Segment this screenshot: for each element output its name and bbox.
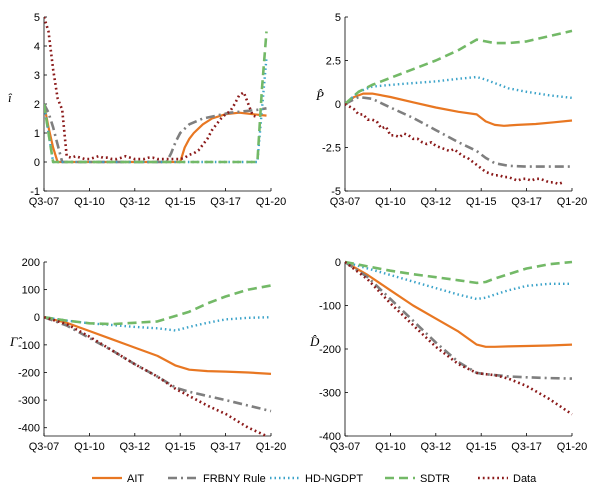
legend-label-ait: AIT — [127, 473, 144, 485]
y-axis-label: î — [8, 90, 13, 105]
x-tick-label: Q3-12 — [421, 196, 452, 208]
x-tick-label: Q3-07 — [330, 196, 361, 208]
y-tick-label: 1 — [34, 128, 40, 140]
x-tick-label: Q1-20 — [256, 441, 287, 453]
series-line-hd-ngdpt — [44, 316, 272, 332]
y-tick-label: -100 — [18, 340, 40, 352]
y-tick-label: -400 — [319, 431, 341, 443]
x-tick-label: Q3-17 — [511, 441, 542, 453]
y-tick-label: -200 — [18, 367, 40, 379]
legend-label-sdtr: SDTR — [420, 473, 450, 485]
y-tick-label: 100 — [22, 285, 40, 297]
y-tick-label: -1 — [30, 186, 40, 198]
x-tick-label: Q3-17 — [511, 196, 542, 208]
x-tick-label: Q1-10 — [74, 196, 105, 208]
x-tick-label: Q1-10 — [375, 441, 406, 453]
x-tick-label: Q3-17 — [210, 441, 241, 453]
y-tick-label: 0 — [335, 99, 341, 111]
series-line-frbny-rule — [44, 315, 272, 413]
y-tick-label: -300 — [18, 395, 40, 407]
legend: AIT FRBNY Rule HD-NGDPT SDTR Data — [92, 473, 537, 485]
chart-panel-2: 5 2.5 0 -2.5 -5Q3-07 Q1-10 Q3-12 Q1-15 Q3-17 Q1-2… — [315, 12, 587, 208]
y-tick-label: -400 — [18, 423, 40, 435]
x-tick-label: Q1-20 — [557, 441, 588, 453]
x-tick-label: Q3-12 — [421, 441, 452, 453]
series-line-frbny-rule — [44, 103, 267, 164]
y-tick-label: 200 — [22, 257, 40, 269]
series-line-ait — [44, 103, 267, 164]
series-line-data — [345, 102, 564, 186]
y-tick-label: 0 — [34, 157, 40, 169]
chart-panel-1: 5 4 3 2 1 0 -1Q3-07 Q1-10 Q3-12 Q1-15 Q3-17 Q1-20 î — [8, 12, 286, 208]
series-line-ait — [44, 316, 272, 375]
y-tick-label: -100 — [319, 301, 341, 313]
x-tick-label: Q3-17 — [210, 196, 241, 208]
x-tick-label: Q3-07 — [29, 441, 60, 453]
y-axis-label: D̂ — [309, 334, 320, 349]
y-tick-label: 2 — [34, 99, 40, 111]
series-line-data — [44, 315, 268, 438]
y-tick-label: -5 — [331, 186, 341, 198]
x-tick-label: Q1-10 — [375, 196, 406, 208]
y-tick-label: 0 — [34, 312, 40, 324]
series-line-sdtr — [44, 31, 268, 164]
legend-label-frbny-rule: FRBNY Rule — [203, 473, 266, 485]
x-tick-label: Q1-15 — [466, 441, 497, 453]
x-tick-label: Q1-15 — [165, 441, 196, 453]
x-tick-label: Q1-10 — [74, 441, 105, 453]
y-tick-label: 5 — [335, 12, 341, 24]
series-line-data — [44, 16, 258, 161]
series-line-data — [345, 260, 573, 416]
y-tick-label: -2.5 — [322, 143, 341, 155]
series-line-sdtr — [345, 29, 573, 105]
series-line-frbny-rule — [345, 95, 572, 168]
y-axis-label: P̂ — [315, 88, 324, 103]
series-line-sdtr — [44, 284, 272, 326]
y-tick-label: 0 — [335, 257, 341, 269]
series-line-sdtr — [345, 260, 573, 285]
chart-panel-3: 200 100 0 -100 -200 -300 -400 Q3-07 Q1-10 Q3-12 Q1… — [9, 257, 286, 453]
x-tick-label: Q3-12 — [120, 196, 151, 208]
x-tick-label: Q1-20 — [256, 196, 287, 208]
series-line-hd-ngdpt — [345, 75, 573, 105]
y-tick-label: 3 — [34, 70, 40, 82]
series-line-hd-ngdpt — [44, 57, 268, 164]
legend-label-data: Data — [513, 473, 537, 485]
y-tick-label: 5 — [34, 12, 40, 24]
y-tick-label: 4 — [34, 41, 40, 53]
x-tick-label: Q1-20 — [557, 196, 588, 208]
y-tick-label: -300 — [319, 388, 341, 400]
series-line-ait — [345, 261, 573, 348]
x-tick-label: Q3-07 — [330, 441, 361, 453]
legend-label-hd-ngdpt: HD-NGDPT — [305, 473, 363, 485]
x-tick-label: Q1-15 — [466, 196, 497, 208]
x-tick-label: Q1-15 — [165, 196, 196, 208]
y-tick-label: -200 — [319, 344, 341, 356]
x-tick-label: Q3-07 — [29, 196, 60, 208]
y-tick-label: 2.5 — [326, 56, 341, 68]
x-tick-label: Q3-12 — [120, 441, 151, 453]
series-line-ait — [345, 92, 573, 127]
